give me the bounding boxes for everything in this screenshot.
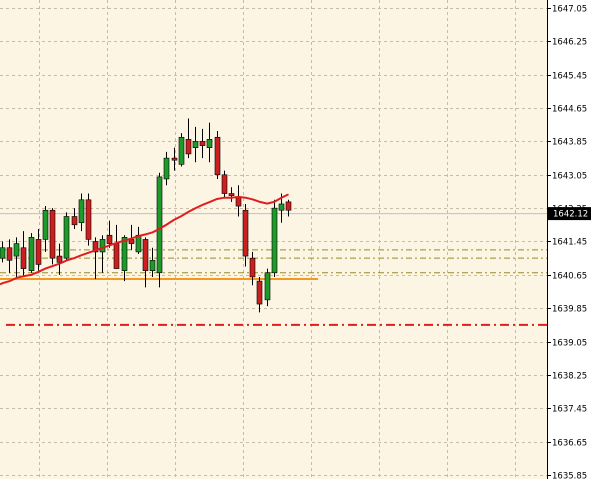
axis-tick-label: 1639.05 [552, 339, 587, 349]
candle-bull [206, 139, 213, 148]
gridlines [0, 0, 547, 479]
moving-average [0, 193, 289, 286]
candle-bull [135, 234, 142, 253]
axis-tick-label: 1636.65 [552, 439, 587, 449]
candle-bear [171, 157, 178, 161]
candle-bull [278, 203, 285, 211]
axis-tick-label: 1643.05 [552, 172, 587, 182]
current-price-label: 1642.12 [553, 210, 588, 220]
candle-bear [249, 257, 256, 278]
candle-bull [78, 199, 85, 224]
candle-bear [6, 247, 13, 261]
candle-bull [149, 259, 156, 271]
candle-bull [13, 243, 20, 257]
candle-bull [264, 272, 271, 301]
candle-bear [256, 280, 263, 305]
price-axis: 1647.05 1646.25 1645.45 1644.65 1643.85 1643.… [547, 5, 587, 482]
axis-tick-label: 1646.25 [552, 38, 587, 48]
candle-bear [92, 241, 99, 253]
candle-bear [199, 141, 206, 146]
candle-bull [178, 136, 185, 165]
candle-bear [214, 136, 221, 176]
candle-bull [99, 239, 106, 253]
candle-bear [106, 234, 113, 244]
axis-tick-label: 1647.05 [552, 5, 587, 15]
candle-bear [228, 193, 235, 196]
moving-average-line [0, 193, 289, 286]
price-axis-panel [547, 0, 593, 479]
current-price-tag: 1642.12 [548, 207, 591, 221]
candle-bear [113, 243, 120, 269]
axis-tick-label: 1644.65 [552, 105, 587, 115]
candle-bull [271, 207, 278, 274]
axis-tick-label: 1640.65 [552, 272, 587, 282]
candle-bear [35, 239, 42, 265]
candle-bear [85, 199, 92, 240]
candle-bear [235, 197, 242, 207]
candle-bear [285, 201, 292, 211]
candle-bear [242, 209, 249, 257]
candle-bear [71, 216, 78, 226]
candle-bull [192, 141, 199, 148]
candle-bull [63, 216, 70, 259]
candle-bull [42, 209, 49, 240]
candle-bear [221, 174, 228, 194]
axis-tick-label: 1643.85 [552, 138, 587, 148]
axis-tick-label: 1639.85 [552, 305, 587, 315]
candle-bull [121, 237, 128, 271]
candle-bear [49, 209, 56, 259]
axis-tick-label: 1638.25 [552, 372, 587, 382]
candles [0, 118, 292, 313]
candle-bull [156, 176, 163, 274]
candle-bear [142, 239, 149, 271]
candle-bull [163, 157, 170, 180]
axis-tick-label: 1635.85 [552, 472, 587, 480]
axis-tick-label: 1645.45 [552, 72, 587, 82]
candle-bull [28, 237, 35, 271]
candle-bear [20, 247, 27, 269]
axis-tick-label: 1641.45 [552, 238, 587, 248]
candle-bull [0, 247, 6, 259]
axis-tick-label: 1637.45 [552, 405, 587, 415]
current-price-tag-bg [548, 207, 591, 221]
candle-bear [56, 255, 63, 263]
candle-bear [185, 139, 192, 155]
